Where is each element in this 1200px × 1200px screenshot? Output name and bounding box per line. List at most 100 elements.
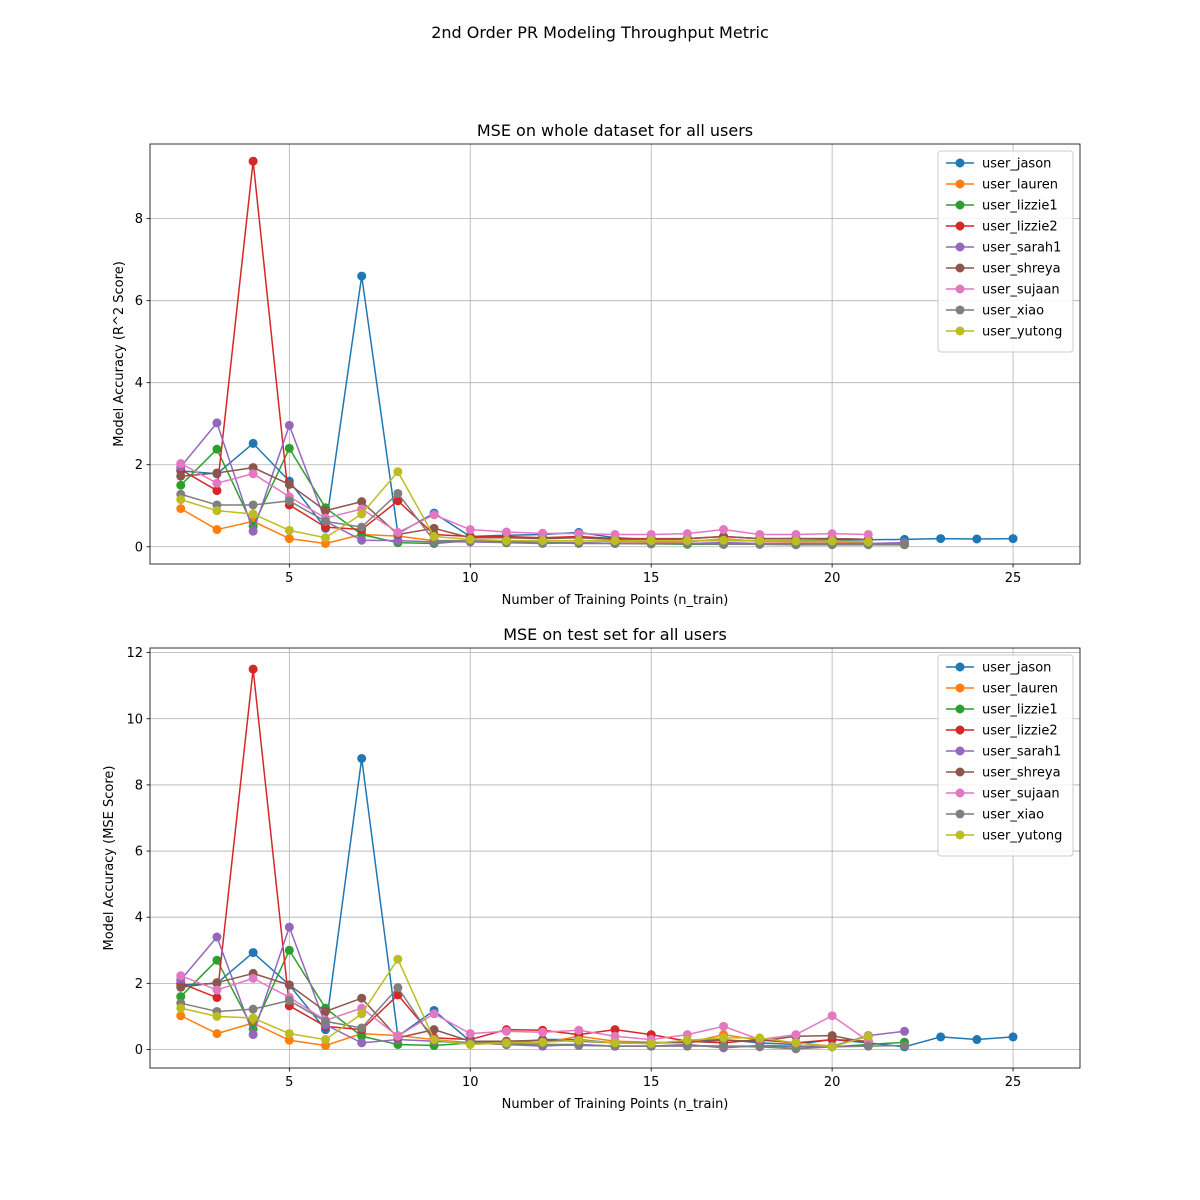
data-point — [393, 990, 403, 1000]
y-axis-label: Model Accuracy (R^2 Score) — [112, 261, 127, 447]
data-point — [284, 922, 294, 932]
data-point — [827, 1031, 837, 1041]
data-point — [212, 1029, 222, 1039]
data-point — [284, 980, 294, 990]
x-tick-label: 5 — [285, 571, 293, 586]
data-point — [357, 993, 367, 1003]
x-tick-label: 20 — [824, 571, 841, 586]
legend-label: user_sarah1 — [982, 745, 1061, 760]
data-point — [212, 506, 222, 516]
y-tick-label: 4 — [135, 376, 143, 391]
data-point — [284, 996, 294, 1006]
data-point — [1008, 1032, 1018, 1042]
data-point — [212, 468, 222, 478]
legend-item: user_sujaan — [946, 283, 1060, 298]
data-point — [284, 945, 294, 955]
legend-marker — [955, 662, 965, 672]
data-point — [755, 536, 765, 546]
legend-item: user_lizzie1 — [946, 703, 1058, 718]
data-point — [212, 978, 222, 988]
legend-label: user_jason — [982, 157, 1051, 172]
data-point — [357, 1023, 367, 1033]
data-point — [248, 1013, 258, 1023]
data-point — [936, 534, 946, 544]
legend-label: user_lizzie1 — [982, 703, 1058, 718]
data-point — [827, 1011, 837, 1021]
legend-item: user_lizzie1 — [946, 199, 1058, 214]
x-tick-label: 10 — [462, 571, 479, 586]
y-tick-label: 6 — [135, 294, 143, 309]
series-line — [180, 668, 869, 1044]
data-point — [248, 1030, 258, 1040]
legend-marker — [955, 326, 965, 336]
data-point — [212, 955, 222, 965]
data-point — [429, 1009, 439, 1019]
legend-label: user_xiao — [982, 304, 1044, 319]
chart-title: MSE on test set for all users — [503, 625, 727, 644]
data-point — [719, 1021, 729, 1031]
chart-title: MSE on whole dataset for all users — [477, 121, 753, 140]
x-tick-label: 5 — [285, 1075, 293, 1090]
data-point — [429, 523, 439, 533]
data-point — [791, 536, 801, 546]
data-point — [321, 1006, 331, 1016]
data-point — [682, 536, 692, 546]
legend-marker — [955, 263, 965, 273]
data-point — [719, 535, 729, 545]
legend-label: user_jason — [982, 661, 1051, 676]
data-point — [538, 1037, 548, 1047]
data-point — [755, 1033, 765, 1043]
data-point — [212, 525, 222, 535]
data-point — [429, 532, 439, 542]
data-point — [248, 948, 258, 958]
chart-2: 5 10 15 20 25 0 2 4 6 8 10 12 MSE on test set for al… — [102, 625, 1081, 1112]
legend-item: user_sarah1 — [946, 241, 1061, 256]
data-point — [284, 443, 294, 453]
legend-label: user_sarah1 — [982, 241, 1061, 256]
data-point — [357, 271, 367, 281]
data-point — [429, 1025, 439, 1035]
data-point — [393, 467, 403, 477]
legend-marker — [955, 221, 965, 231]
legend-marker — [955, 704, 965, 714]
data-point — [429, 510, 439, 520]
x-tick-label: 15 — [643, 1075, 660, 1090]
data-point — [501, 536, 511, 546]
data-point — [176, 1011, 186, 1021]
x-tick-label: 25 — [1005, 571, 1022, 586]
legend-item: user_lizzie2 — [946, 724, 1058, 739]
data-point — [176, 471, 186, 481]
data-point — [321, 506, 331, 516]
y-tick-label: 8 — [135, 778, 143, 793]
series-user-yutong — [176, 467, 873, 547]
data-point — [646, 529, 656, 539]
data-point — [501, 527, 511, 537]
data-point — [393, 496, 403, 506]
y-tick-label: 6 — [135, 845, 143, 860]
legend-item: user_lizzie2 — [946, 220, 1058, 235]
data-point — [212, 478, 222, 488]
data-point — [501, 1026, 511, 1036]
data-point — [501, 1038, 511, 1048]
data-point — [393, 954, 403, 964]
legend-label: user_lauren — [982, 682, 1058, 697]
data-point — [393, 527, 403, 537]
data-point — [393, 1031, 403, 1041]
data-point — [212, 985, 222, 995]
legend-box — [937, 150, 1074, 353]
data-point — [1008, 534, 1018, 544]
data-point — [538, 536, 548, 546]
legend-label: user_shreya — [982, 766, 1061, 781]
data-point — [212, 444, 222, 454]
data-point — [755, 529, 765, 539]
legend-marker — [955, 200, 965, 210]
data-point — [791, 1030, 801, 1040]
data-point — [357, 1031, 367, 1041]
legend-marker — [955, 725, 965, 735]
x-tick-label: 20 — [824, 1075, 841, 1090]
legend-item: user_yutong — [946, 829, 1062, 844]
data-point — [899, 1041, 909, 1051]
data-point — [863, 529, 873, 539]
legend-item: user_xiao — [946, 808, 1044, 823]
data-point — [899, 539, 909, 549]
